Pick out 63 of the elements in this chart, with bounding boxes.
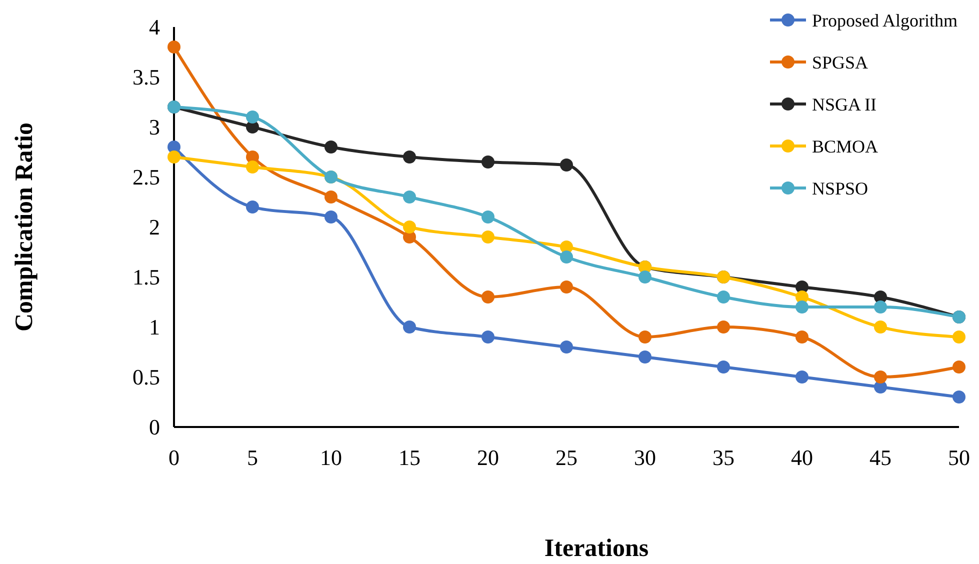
- point: [717, 320, 730, 334]
- point: [482, 230, 494, 244]
- point: [796, 300, 808, 314]
- y-tick-label: 3: [149, 114, 160, 140]
- point: [324, 140, 338, 154]
- legend-label: BCMOA: [812, 136, 878, 156]
- x-tick-label: 15: [398, 445, 420, 470]
- point: [482, 290, 494, 304]
- legend-label: Proposed Algorithm: [812, 10, 958, 30]
- point: [717, 360, 730, 374]
- y-tick-label: 4: [149, 14, 160, 40]
- point: [403, 190, 416, 204]
- x-tick-label: 30: [634, 445, 656, 470]
- point: [638, 350, 652, 364]
- y-axis-title: Complication Ratio: [11, 122, 38, 332]
- y-tick-label: 1: [149, 314, 160, 340]
- point: [246, 110, 259, 124]
- point: [952, 390, 966, 404]
- point: [482, 330, 494, 344]
- legend-label: NSGA II: [812, 94, 877, 114]
- y-tick-label: 0: [149, 414, 160, 440]
- point: [717, 290, 730, 304]
- point: [324, 210, 338, 224]
- point: [403, 220, 416, 234]
- x-tick-label: 40: [791, 445, 813, 470]
- point: [874, 320, 887, 334]
- point: [168, 40, 180, 54]
- point: [246, 160, 259, 174]
- point: [952, 330, 966, 344]
- x-tick-label: 45: [870, 445, 892, 470]
- x-tick-label: 50: [948, 445, 970, 470]
- y-tick-label: 0.5: [132, 364, 160, 390]
- y-tick-label: 2.5: [132, 164, 160, 190]
- point: [168, 150, 180, 164]
- x-tick-label: 35: [712, 445, 734, 470]
- point: [560, 158, 573, 172]
- point: [638, 270, 652, 284]
- point: [482, 156, 494, 168]
- x-tick-label: 20: [477, 445, 499, 470]
- point: [638, 330, 652, 344]
- point: [560, 280, 573, 294]
- y-tick-label: 2: [149, 214, 160, 240]
- point: [403, 320, 416, 334]
- y-tick-label: 1.5: [132, 264, 160, 290]
- point: [560, 250, 573, 264]
- x-tick-label: 5: [247, 445, 258, 470]
- legend-label: SPGSA: [812, 52, 868, 72]
- point: [403, 150, 416, 164]
- x-tick-label: 25: [556, 445, 578, 470]
- x-tick-label: 0: [168, 445, 180, 470]
- point: [952, 360, 966, 374]
- point: [324, 190, 338, 204]
- x-axis-title: Iterations: [544, 535, 649, 562]
- point: [482, 210, 494, 224]
- x-tick-label: 10: [320, 445, 342, 470]
- point: [796, 370, 808, 384]
- point: [560, 340, 573, 354]
- legend-label: NSPSO: [812, 178, 868, 198]
- point: [874, 370, 887, 384]
- point: [874, 300, 887, 314]
- y-tick-label: 3.5: [132, 64, 160, 90]
- point: [796, 330, 808, 344]
- point: [246, 200, 259, 214]
